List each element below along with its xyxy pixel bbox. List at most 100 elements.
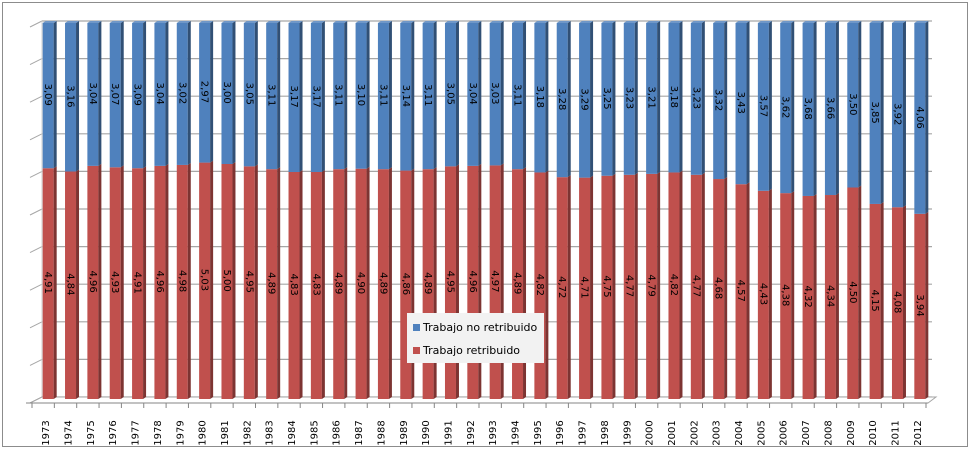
bar-unpaid <box>869 23 881 204</box>
bar-paid <box>467 165 479 399</box>
bar-unpaid-top <box>869 21 884 23</box>
bar-unpaid-side <box>813 21 817 196</box>
bar-paid-side <box>143 166 147 399</box>
data-label-paid: 4,83 <box>288 273 299 295</box>
data-label-unpaid: 3,04 <box>154 82 165 104</box>
data-label-unpaid: 3,25 <box>601 87 612 109</box>
x-tick-label: 1984 <box>287 420 298 445</box>
bar-unpaid-top <box>288 21 303 23</box>
data-label-paid: 4,71 <box>579 276 590 298</box>
bar-unpaid <box>266 23 278 170</box>
bar-unpaid-top <box>444 21 459 23</box>
data-label-unpaid: 3,92 <box>891 103 902 125</box>
bar-paid-side <box>388 167 392 399</box>
bar-unpaid-top <box>914 21 929 23</box>
bar-unpaid-top <box>757 21 772 23</box>
data-label-unpaid: 3,03 <box>489 82 500 104</box>
bar-paid <box>757 190 769 399</box>
bar-paid <box>221 164 233 399</box>
bar-unpaid-top <box>579 21 594 23</box>
data-label-paid: 5,00 <box>221 270 232 292</box>
bar-unpaid <box>243 23 255 167</box>
x-tick-label: 2005 <box>756 420 767 445</box>
bar-unpaid-top <box>601 21 616 23</box>
data-label-paid: 4,95 <box>444 271 455 293</box>
data-label-unpaid: 3,09 <box>42 84 53 106</box>
bar-paid <box>266 169 278 399</box>
x-tick-label: 2007 <box>801 420 812 445</box>
bar-paid-side <box>768 188 772 399</box>
bar-unpaid-side <box>165 21 169 166</box>
data-label-paid: 4,89 <box>512 272 523 294</box>
data-label-paid: 4,89 <box>333 272 344 294</box>
bar-paid-side <box>701 172 705 399</box>
bar-unpaid-top <box>65 21 80 23</box>
bar-paid-side <box>612 173 616 399</box>
bar-paid-side <box>232 162 236 399</box>
bar-unpaid <box>65 23 77 172</box>
bar-paid <box>601 175 613 399</box>
data-label-paid: 4,89 <box>422 272 433 294</box>
data-label-paid: 4,75 <box>601 275 612 297</box>
x-tick-label: 2003 <box>712 420 723 445</box>
data-label-paid: 3,94 <box>914 294 925 316</box>
bar-unpaid <box>802 23 814 196</box>
bar-unpaid-top <box>400 21 415 23</box>
bar-paid <box>489 165 501 399</box>
bar-unpaid-top <box>735 21 750 23</box>
data-label-paid: 4,38 <box>780 284 791 306</box>
data-label-paid: 4,91 <box>42 272 53 294</box>
bar-paid-side <box>679 170 683 399</box>
gridline-depth <box>29 95 43 103</box>
data-label-paid: 4,89 <box>377 272 388 294</box>
data-label-unpaid: 3,04 <box>87 82 98 104</box>
data-label-paid: 4,96 <box>467 270 478 292</box>
bar-paid <box>422 169 434 399</box>
data-label-paid: 4,90 <box>355 272 366 294</box>
data-label-unpaid: 3,05 <box>444 83 455 105</box>
bar-unpaid <box>355 23 367 169</box>
x-tick-label: 1977 <box>131 420 142 445</box>
bar-unpaid-side <box>455 21 459 167</box>
bar-unpaid-top <box>221 21 236 23</box>
data-label-unpaid: 3,05 <box>243 83 254 105</box>
data-label-unpaid: 3,62 <box>780 96 791 118</box>
gridline-depth <box>29 321 43 329</box>
bar-paid-side <box>165 163 169 399</box>
bar-unpaid-side <box>612 21 616 176</box>
bar-unpaid <box>42 23 54 169</box>
bar-unpaid-top <box>266 21 281 23</box>
bar-unpaid-side <box>254 21 258 167</box>
bar-paid <box>65 171 77 399</box>
bar-unpaid-side <box>411 21 415 171</box>
bar-paid <box>579 177 591 399</box>
bar-unpaid-top <box>802 21 817 23</box>
bar-paid <box>310 171 322 399</box>
bar-unpaid-top <box>646 21 661 23</box>
data-label-unpaid: 3,07 <box>109 83 120 105</box>
data-label-paid: 4,95 <box>243 271 254 293</box>
x-tick-label: 2008 <box>823 420 834 445</box>
x-tick-label: 2009 <box>846 420 857 445</box>
bar-paid <box>556 177 568 399</box>
bar-unpaid-top <box>824 21 839 23</box>
x-tick-label: 2001 <box>667 420 678 445</box>
x-tick-label: 1993 <box>488 420 499 445</box>
bar-paid-side <box>657 171 661 399</box>
bar-unpaid-side <box>523 21 527 170</box>
bar-unpaid <box>400 23 412 171</box>
bar-unpaid-side <box>880 21 884 204</box>
data-label-unpaid: 3,17 <box>310 85 321 107</box>
bar-paid <box>914 213 926 399</box>
bar-paid-side <box>344 167 348 399</box>
bar-unpaid <box>646 23 658 174</box>
data-label-unpaid: 3,16 <box>65 85 76 107</box>
data-label-unpaid: 3,28 <box>556 88 567 110</box>
legend-item-unpaid: Trabajo no retribuido <box>413 321 537 334</box>
bar-paid-side <box>321 169 325 399</box>
bar-unpaid <box>534 23 546 173</box>
x-tick-label: 2002 <box>689 420 700 445</box>
x-tick-label: 1974 <box>64 420 75 445</box>
bar-unpaid <box>601 23 613 176</box>
bar-unpaid <box>422 23 434 170</box>
